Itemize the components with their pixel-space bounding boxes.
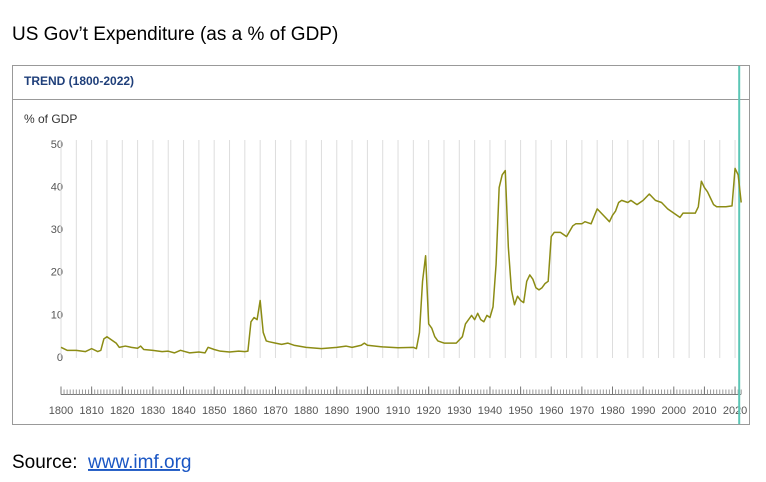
- x-tick-label: 1820: [110, 405, 134, 417]
- x-tick-label: 1800: [49, 405, 73, 417]
- x-tick-label: 1850: [202, 405, 226, 417]
- x-tick-label: 1960: [539, 405, 563, 417]
- x-tick-label: 1870: [263, 405, 287, 417]
- x-tick-label: 1860: [233, 405, 257, 417]
- x-tick-label: 1950: [508, 405, 532, 417]
- x-tick-label: 1900: [355, 405, 379, 417]
- x-tick-label: 1920: [416, 405, 440, 417]
- y-tick-label: 20: [51, 267, 63, 279]
- x-tick-label: 1910: [386, 405, 410, 417]
- data-line: [60, 167, 742, 354]
- source-label: Source:: [12, 452, 77, 473]
- source-link[interactable]: www.imf.org: [87, 452, 191, 473]
- x-tick-label: 1890: [325, 405, 349, 417]
- y-axis-label: % of GDP: [24, 112, 77, 126]
- y-tick-label: 30: [51, 224, 63, 236]
- x-tick-label: 2000: [662, 405, 686, 417]
- x-tick-label: 2010: [692, 405, 716, 417]
- x-tick-label: 1990: [631, 405, 655, 417]
- x-tick-label: 1880: [294, 405, 318, 417]
- chart-frame: [12, 65, 750, 425]
- y-tick-label: 40: [51, 182, 63, 194]
- x-tick-label: 1930: [447, 405, 471, 417]
- chart-subtitle: TREND (1800-2022): [24, 74, 134, 88]
- x-tick-label: 1810: [79, 405, 103, 417]
- y-tick-label: 10: [51, 309, 63, 321]
- y-tick-label: 0: [57, 352, 63, 364]
- chart-title: US Gov’t Expenditure (as a % of GDP): [12, 24, 338, 45]
- x-tick-label: 1940: [478, 405, 502, 417]
- y-tick-label: 50: [51, 139, 63, 151]
- x-tick-label: 1980: [600, 405, 624, 417]
- x-tick-label: 1840: [171, 405, 195, 417]
- x-tick-label: 1970: [570, 405, 594, 417]
- x-tick-label: 2020: [723, 405, 747, 417]
- x-tick-label: 1830: [141, 405, 165, 417]
